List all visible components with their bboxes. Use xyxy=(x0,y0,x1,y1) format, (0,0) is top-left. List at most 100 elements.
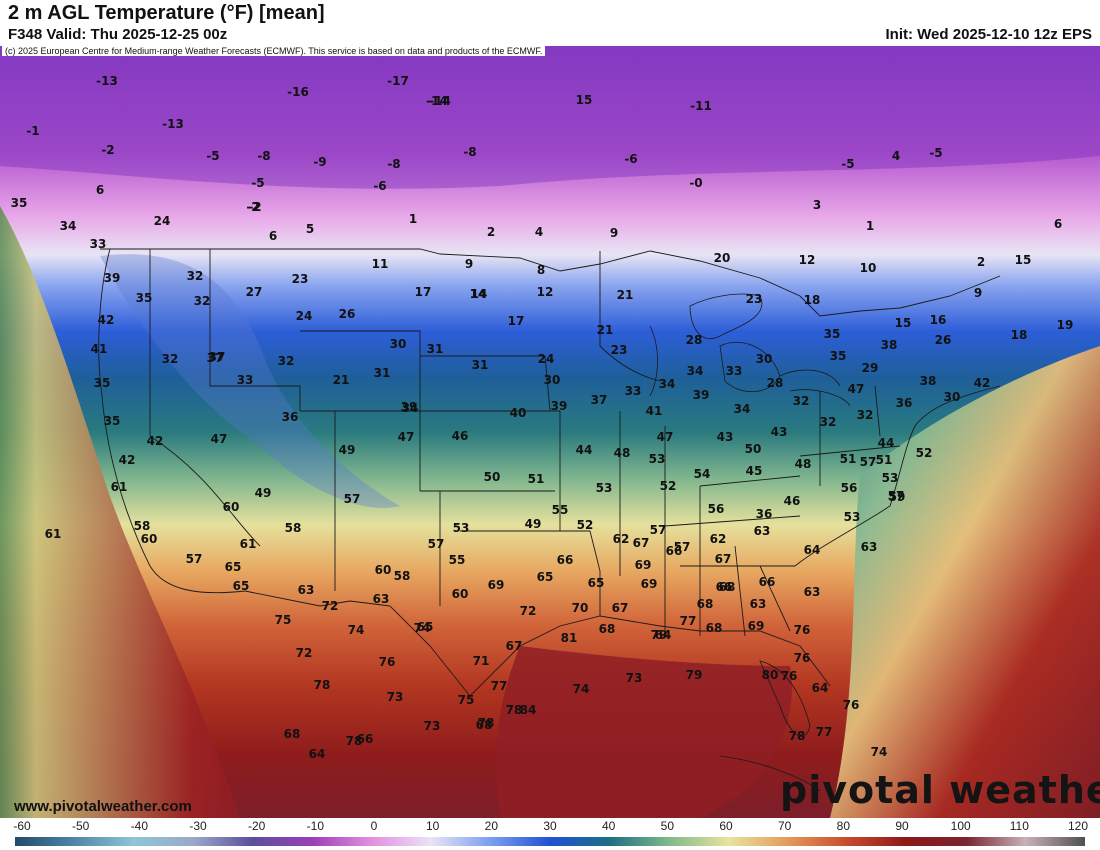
temperature-value: 73 xyxy=(625,671,643,685)
temperature-value: 57 xyxy=(859,455,877,469)
temperature-value: 34 xyxy=(59,219,77,233)
color-bar-fill xyxy=(15,837,1085,846)
temperature-value: 3 xyxy=(812,198,822,212)
scale-tick-label: -10 xyxy=(306,819,324,833)
temperature-value: 31 xyxy=(471,358,489,372)
temperature-value: 60 xyxy=(222,500,240,514)
temperature-value: 38 xyxy=(919,374,937,388)
temperature-value: 28 xyxy=(685,333,703,347)
temperature-value: 47 xyxy=(847,382,865,396)
temperature-value: 80 xyxy=(761,668,779,682)
temperature-value: 5 xyxy=(305,222,315,236)
temperature-value: 63 xyxy=(803,585,821,599)
temperature-value: 57 xyxy=(673,540,691,554)
temperature-value: 34 xyxy=(733,402,751,416)
scale-tick-label: 10 xyxy=(425,819,440,833)
coastline-details xyxy=(649,293,851,792)
temperature-value: 24 xyxy=(537,352,555,366)
temperature-value: 51 xyxy=(875,453,893,467)
temperature-value: 34 xyxy=(658,377,676,391)
temperature-value: 23 xyxy=(610,343,628,357)
temperature-value: -14 xyxy=(426,94,448,108)
temperature-value: 64 xyxy=(803,543,821,557)
temperature-value: 19 xyxy=(1056,318,1074,332)
temperature-value: 33 xyxy=(89,237,107,251)
temperature-value: 70 xyxy=(571,601,589,615)
temperature-value: 74 xyxy=(572,682,590,696)
temperature-value: 39 xyxy=(692,388,710,402)
temperature-value: 14 xyxy=(469,287,487,301)
temperature-value: 52 xyxy=(659,479,677,493)
temperature-value: 31 xyxy=(373,366,391,380)
temperature-value: 65 xyxy=(416,620,434,634)
temperature-value: -11 xyxy=(690,99,712,113)
scale-tick-label: 80 xyxy=(836,819,851,833)
temperature-value: 72 xyxy=(321,599,339,613)
scale-tick-label: 0 xyxy=(370,819,378,833)
temperature-value: 39 xyxy=(550,399,568,413)
temperature-value: 71 xyxy=(472,654,490,668)
temperature-value: 29 xyxy=(861,361,879,375)
temperature-value: 63 xyxy=(753,524,771,538)
scale-tick-label: 30 xyxy=(543,819,557,833)
valid-time: F348 Valid: Thu 2025-12-25 00z xyxy=(8,26,228,43)
temperature-value: 67 xyxy=(714,552,732,566)
temperature-value: 31 xyxy=(426,342,444,356)
temperature-value: 30 xyxy=(755,352,773,366)
scale-tick-label: 100 xyxy=(950,819,971,833)
temperature-value: 32 xyxy=(819,415,837,429)
temperature-value: 32 xyxy=(792,394,810,408)
temperature-value: 69 xyxy=(487,578,505,592)
copyright-notice: (c) 2025 European Centre for Medium-rang… xyxy=(2,46,546,56)
temperature-value: 39 xyxy=(103,271,121,285)
temperature-value: 32 xyxy=(277,354,295,368)
init-time: Init: Wed 2025-12-10 12z EPS xyxy=(885,26,1092,43)
temperature-value: 63 xyxy=(749,597,767,611)
temperature-value: 10 xyxy=(859,261,877,275)
temperature-value: 30 xyxy=(543,373,561,387)
temperature-value: 17 xyxy=(507,314,525,328)
temperature-value: 14 xyxy=(470,287,488,301)
temperature-value: 26 xyxy=(338,307,356,321)
temperature-value: 37 xyxy=(590,393,608,407)
temperature-value: 34 xyxy=(401,401,419,415)
temperature-value: 32 xyxy=(186,269,204,283)
temperature-value: 64 xyxy=(654,628,672,642)
temperature-value: -2 xyxy=(246,200,260,214)
temperature-value: 33 xyxy=(236,373,254,387)
temperature-value: 35 xyxy=(829,349,847,363)
temperature-value: 68 xyxy=(598,622,616,636)
temperature-value: 8 xyxy=(536,263,546,277)
scale-tick-label: 50 xyxy=(660,819,675,833)
temperature-value: 66 xyxy=(356,732,374,746)
temperature-value: 1 xyxy=(408,212,418,226)
temperature-value: 61 xyxy=(239,537,257,551)
color-bar-gradient xyxy=(15,837,1085,846)
temperature-value: 36 xyxy=(281,410,299,424)
temperature-value: 75 xyxy=(457,693,475,707)
temperature-value: 57 xyxy=(343,492,361,506)
temperature-value: 17 xyxy=(414,285,432,299)
temperature-value: -8 xyxy=(387,157,401,171)
temperature-value: -2 xyxy=(101,143,115,157)
temperature-value: 50 xyxy=(483,470,501,484)
temperature-value: 79 xyxy=(650,628,668,642)
temperature-value: 78 xyxy=(477,716,495,730)
scale-tick-label: 120 xyxy=(1067,819,1089,833)
temperature-value: 62 xyxy=(709,532,727,546)
color-scale: -60 -50 -40 -30 -20 -10 0 10 20 30 40 50 60 70 80 90 100… xyxy=(0,818,1100,850)
temperature-value: 4 xyxy=(891,149,901,163)
temperature-value: -5 xyxy=(929,146,943,160)
temperature-value: 59 xyxy=(888,490,906,504)
temperature-value: 77 xyxy=(490,679,508,693)
temperature-value: 78 xyxy=(345,734,363,748)
temperature-value: -6 xyxy=(624,152,638,166)
temperature-value: 53 xyxy=(843,510,861,524)
temperature-value: 58 xyxy=(284,521,302,535)
temperature-value: 57 xyxy=(185,552,203,566)
temperature-value: 1 xyxy=(865,219,875,233)
temperature-value: 27 xyxy=(245,285,263,299)
temperature-value: 42 xyxy=(97,313,115,327)
temperature-value: 20 xyxy=(713,251,731,265)
scale-tick-label: -40 xyxy=(130,819,148,833)
